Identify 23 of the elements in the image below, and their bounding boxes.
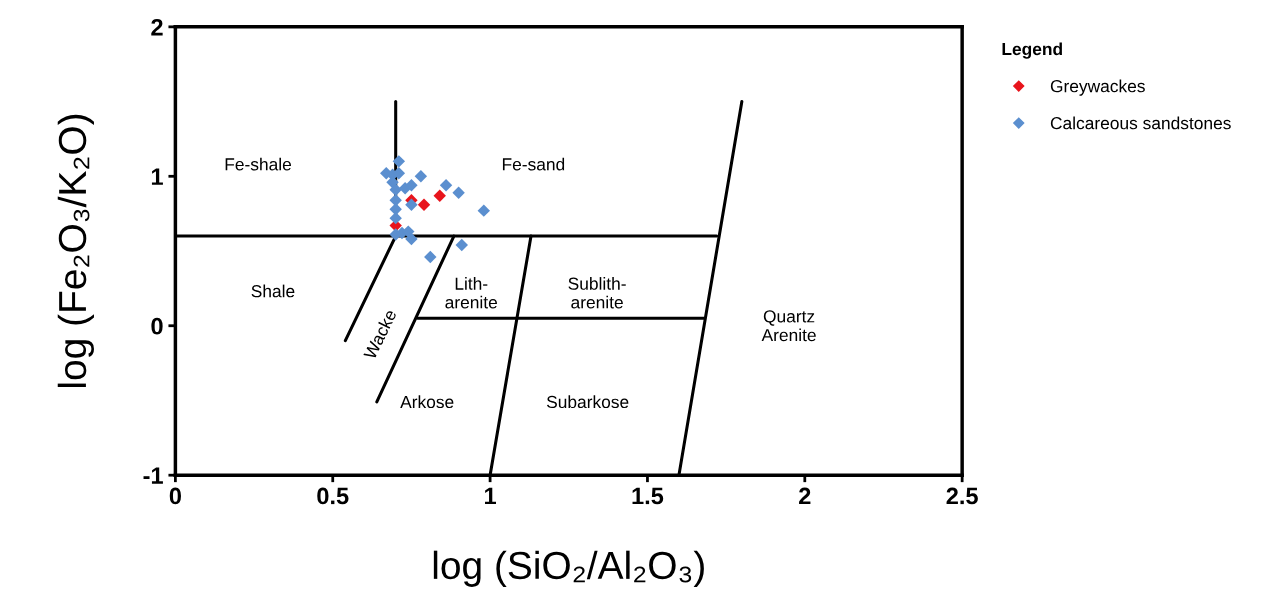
- annotation: Lith- arenite: [445, 277, 497, 309]
- annotation: Fe-sand: [502, 157, 565, 171]
- y-tick-label: -1: [143, 467, 163, 484]
- annotation: Fe-shale: [225, 157, 292, 171]
- x-tick-label: 2.5: [946, 487, 978, 505]
- x-tick-label: 1.5: [632, 487, 664, 505]
- annotation: Arkose: [400, 395, 454, 409]
- annotation: Quartz Arenite: [761, 310, 816, 342]
- legend-label: Calcareous sandstones: [1050, 116, 1231, 130]
- x-axis-title: log (SiO₂/Al₂O₃): [433, 550, 704, 587]
- annotation: Subarkose: [546, 395, 629, 409]
- x-tick-label: 0.5: [317, 487, 349, 505]
- annotation: Shale: [251, 284, 295, 298]
- annotation: Sublith- arenite: [568, 277, 626, 309]
- y-tick-label: 0: [151, 317, 163, 335]
- legend-label: Greywackes: [1050, 79, 1145, 96]
- y-tick-label: 2: [151, 18, 163, 36]
- x-tick-label: 1: [485, 487, 497, 505]
- y-axis-title: log (Fe₂O₃/K₂O): [57, 114, 94, 388]
- x-tick-label: 0: [169, 487, 181, 505]
- y-tick-label: 1: [151, 168, 163, 185]
- x-tick-label: 2: [799, 487, 811, 505]
- legend-title: Legend: [1002, 42, 1062, 59]
